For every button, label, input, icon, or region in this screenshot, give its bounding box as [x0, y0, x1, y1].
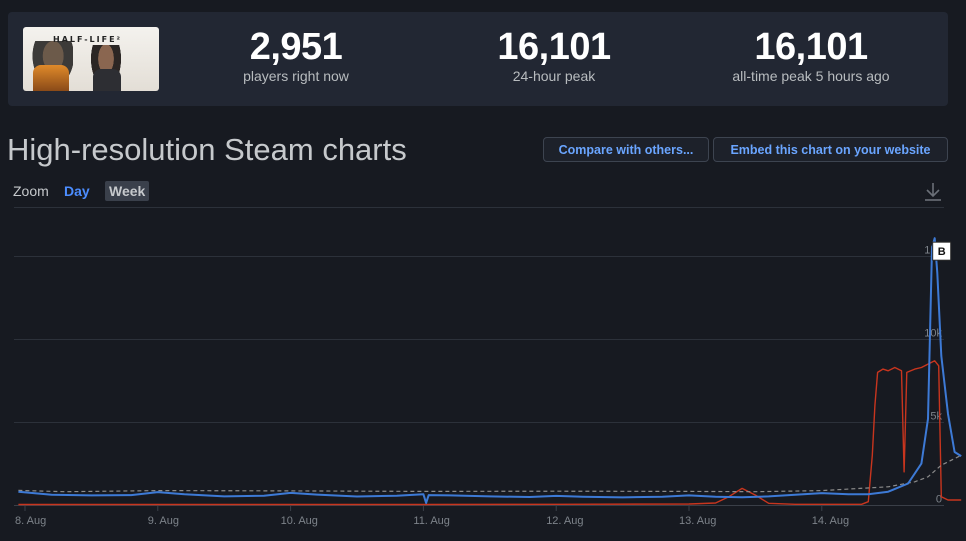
x-tick-label: 11. Aug: [413, 515, 450, 527]
zoom-controls: Zoom Day Week: [13, 181, 150, 203]
embed-chart-button[interactable]: Embed this chart on your website: [713, 137, 948, 162]
x-tick-label: 8. Aug: [15, 515, 46, 527]
all-time-peak-label: all-time peak 5 hours ago: [732, 68, 890, 84]
logo-character-right-body: [93, 69, 121, 91]
x-tick-label: 9. Aug: [148, 515, 179, 527]
logo-title: HALF-LIFE²: [53, 35, 123, 44]
zoom-week-button[interactable]: Week: [105, 181, 150, 201]
stat-all-time-peak: 16,101 all-time peak 5 hours ago: [706, 26, 916, 84]
page-title: High-resolution Steam charts: [7, 132, 407, 167]
peak-24h-label: 24-hour peak: [512, 68, 596, 84]
stats-bar: HALF-LIFE² 2,951 players right now 16,10…: [8, 12, 948, 106]
y-tick-label: 10k: [924, 328, 942, 340]
series-line-players: [18, 237, 962, 504]
stat-24h-peak: 16,101 24-hour peak: [474, 26, 634, 84]
flag-marker: [932, 241, 952, 261]
y-tick-label: 0: [936, 494, 942, 506]
y-tick-label: 5k: [930, 411, 942, 423]
compare-button[interactable]: Compare with others...: [543, 137, 709, 162]
zoom-label: Zoom: [13, 183, 49, 199]
all-time-peak-value: 16,101: [754, 26, 868, 68]
x-tick-label: 14. Aug: [812, 515, 849, 527]
series-line-average: [18, 454, 962, 493]
peak-24h-value: 16,101: [497, 26, 611, 68]
x-tick-label: 12. Aug: [546, 515, 583, 527]
x-tick-label: 13. Aug: [679, 515, 716, 527]
game-logo[interactable]: HALF-LIFE²: [23, 27, 159, 91]
stat-players-now: 2,951 players right now: [216, 26, 376, 84]
players-now-value: 2,951: [249, 26, 343, 68]
x-tick-label: 10. Aug: [281, 515, 318, 527]
logo-character-left-body: [33, 65, 69, 91]
zoom-day-button[interactable]: Day: [64, 183, 90, 199]
download-icon[interactable]: [922, 180, 944, 204]
series-line-secondary: [18, 360, 962, 506]
players-now-label: players right now: [243, 68, 349, 84]
flag-marker-label: B: [938, 246, 946, 258]
